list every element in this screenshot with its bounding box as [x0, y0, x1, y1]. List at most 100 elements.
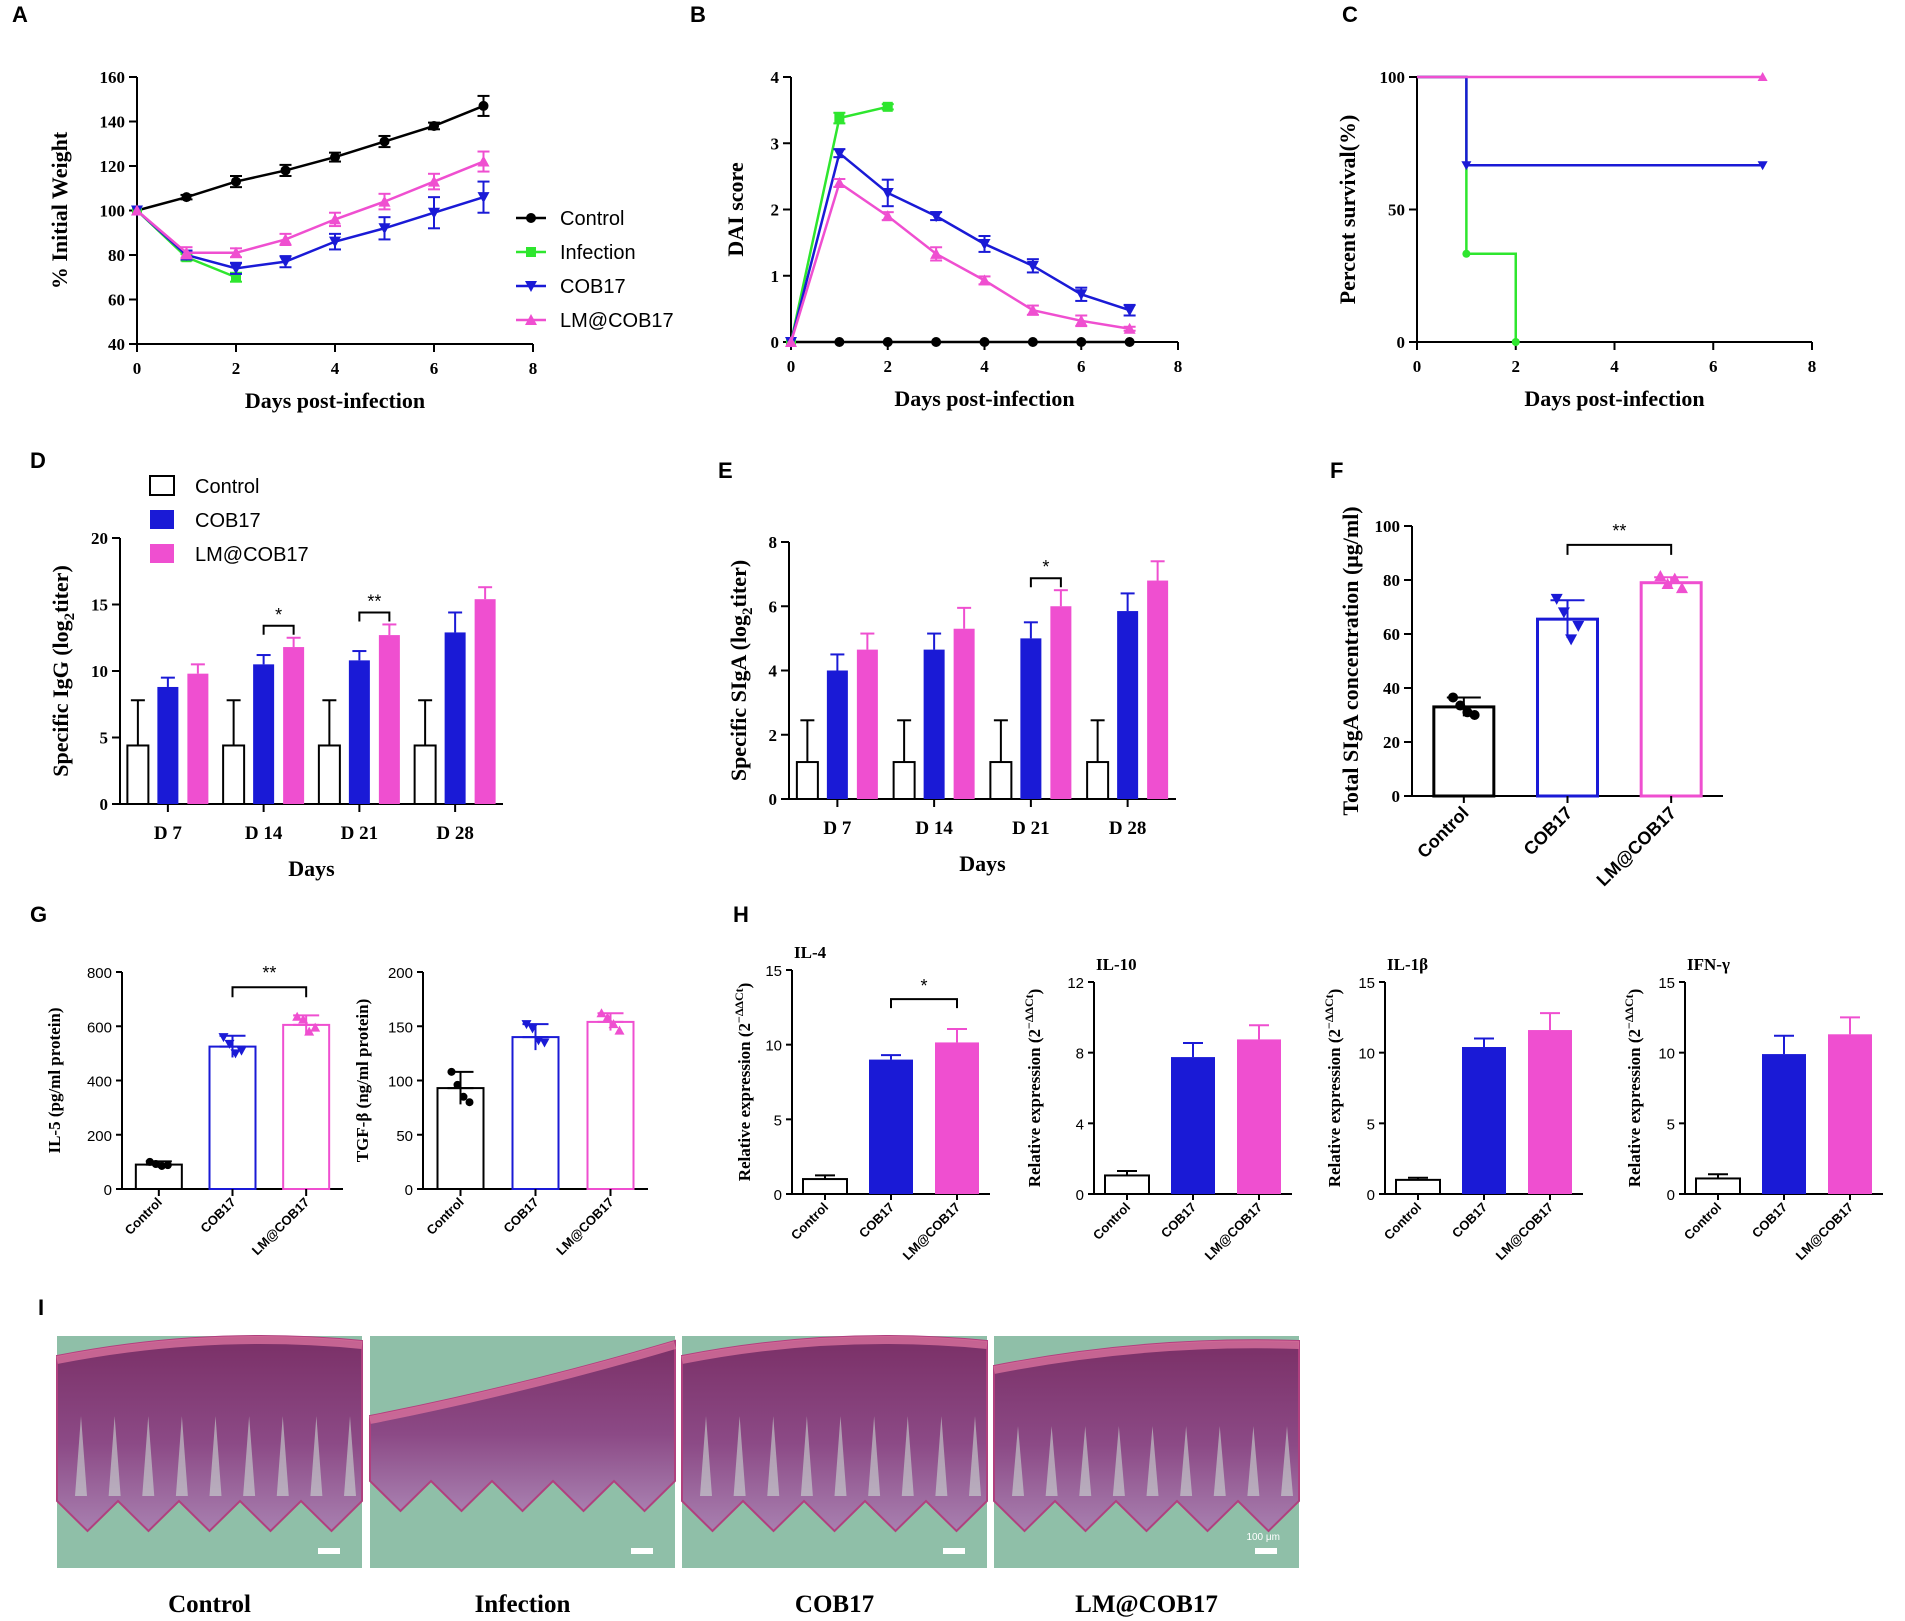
data-point	[329, 236, 341, 248]
x-axis-title: Days post-infection	[1524, 386, 1704, 411]
bar-cob17	[826, 670, 848, 799]
significance-label: *	[275, 605, 282, 625]
bar-cob17	[1536, 617, 1599, 798]
y-tick-label: 150	[388, 1019, 413, 1036]
data-point	[833, 177, 846, 188]
significance-bracket	[358, 611, 391, 622]
crypt-lumen	[1012, 1426, 1024, 1496]
data-point	[145, 1157, 154, 1166]
y-tick-label: 15	[1658, 975, 1675, 992]
tissue-muscularis	[681, 1336, 988, 1364]
data-point	[151, 1160, 160, 1169]
tissue-muscularis	[56, 1336, 363, 1364]
bar-control	[413, 744, 437, 805]
x-tick-label: 8	[1808, 357, 1817, 376]
data-point	[1075, 314, 1088, 326]
data-point	[881, 210, 894, 222]
chart-b: 0 1 2 3 4 0 2 4 6 8 Days post-infection DAI score	[723, 68, 1182, 411]
series-control	[786, 337, 1135, 347]
bar-lm-cob17	[283, 647, 305, 804]
y-tick-label: 0	[1397, 333, 1406, 352]
x-tick-label: 2	[884, 357, 893, 376]
significance-label: **	[367, 591, 381, 611]
y-tick-label: 0	[771, 333, 780, 352]
x-tick-label: D 14	[245, 823, 283, 844]
bar-lm-cob17	[1828, 1034, 1872, 1194]
chart-h-4: 0 5 10 15 Control COB17 LM@COB17 IFN-γ Relative …	[1622, 955, 1883, 1263]
y-axis-title: Specific IgG (log2titer)	[48, 565, 78, 777]
y-tick-label: 200	[388, 965, 413, 982]
bar-lm-cob17	[586, 1020, 635, 1190]
data-point	[218, 1033, 229, 1043]
bar-lm-cob17	[856, 649, 878, 799]
series-line	[136, 195, 484, 270]
significance-label: *	[1042, 557, 1049, 577]
legend-swatch	[149, 475, 175, 496]
series-infection	[1417, 75, 1520, 346]
series-line	[1417, 75, 1763, 167]
x-tick-label: 2	[1512, 357, 1521, 376]
data-point	[881, 187, 894, 199]
x-tick-label: 4	[331, 359, 340, 378]
data-point	[279, 233, 292, 245]
y-tick-label: 10	[765, 1038, 782, 1055]
chart-g-right: 0 50 100 150 200 Control COB17 LM@COB17 TGF-β (n…	[353, 965, 648, 1258]
data-point	[1026, 260, 1039, 272]
y-tick-label: 5	[1667, 1116, 1675, 1133]
data-point	[453, 1080, 462, 1089]
y-axis-title: DAI score	[723, 162, 748, 257]
data-point	[979, 337, 990, 347]
crypt-lumen	[1045, 1426, 1058, 1496]
chart-title: IL-1β	[1387, 955, 1428, 974]
data-point	[1026, 304, 1039, 316]
data-point	[180, 246, 193, 258]
y-axis-title: Relative expression (2−ΔΔCt)	[1022, 989, 1044, 1188]
data-point	[834, 113, 845, 124]
significance-bracket	[231, 986, 308, 998]
y-tick-label: 6	[769, 597, 778, 616]
histology-image-cob17	[681, 1335, 988, 1568]
data-point	[1565, 634, 1578, 646]
y-tick-label: 3	[771, 134, 780, 153]
data-point	[459, 1092, 468, 1101]
y-axis-title: Relative expression (2−ΔΔCt)	[1322, 989, 1344, 1188]
x-tick-label: 6	[1709, 357, 1718, 376]
scale-bar-label: 100 μm	[1246, 1532, 1280, 1543]
crypt-lumen	[310, 1416, 323, 1496]
x-tick-label: Control	[1090, 1200, 1133, 1243]
data-point	[131, 204, 143, 216]
y-axis-title: IL-5 (pg/ml protein)	[45, 1007, 64, 1153]
bar-control	[1104, 1174, 1150, 1195]
crypt-lumen	[868, 1416, 881, 1496]
data-point	[230, 1049, 241, 1059]
data-point	[1076, 337, 1087, 347]
series-infection	[132, 205, 242, 283]
data-point	[477, 192, 490, 204]
crypt-lumen	[700, 1416, 712, 1496]
bar-cob17	[1762, 1054, 1806, 1194]
bar-lm-cob17	[953, 628, 975, 799]
data-point	[596, 1008, 607, 1018]
x-tick-label: 4	[1610, 357, 1619, 376]
histology-caption: COB17	[795, 1591, 874, 1618]
histology-image-control	[56, 1335, 363, 1568]
y-tick-label: 80	[1383, 571, 1400, 590]
x-tick-label: LM@COB17	[553, 1195, 616, 1258]
significance-label: **	[262, 963, 276, 983]
data-point	[428, 207, 440, 219]
y-tick-label: 0	[769, 790, 778, 809]
x-tick-label: LM@COB17	[1793, 1200, 1856, 1263]
x-tick-label: Control	[122, 1195, 165, 1238]
data-point	[978, 274, 991, 286]
crypt-lumen	[209, 1416, 222, 1496]
crypt-lumen	[733, 1416, 746, 1496]
bar-lm-cob17	[1050, 606, 1072, 799]
legend-label: LM@COB17	[560, 310, 674, 332]
data-point	[231, 272, 241, 283]
series-cob17	[785, 148, 1136, 348]
legend-label: LM@COB17	[195, 544, 309, 566]
series-infection	[786, 101, 894, 347]
crypt-lumen	[834, 1416, 847, 1496]
scale-bar	[1255, 1548, 1277, 1554]
data-point	[1124, 337, 1135, 347]
